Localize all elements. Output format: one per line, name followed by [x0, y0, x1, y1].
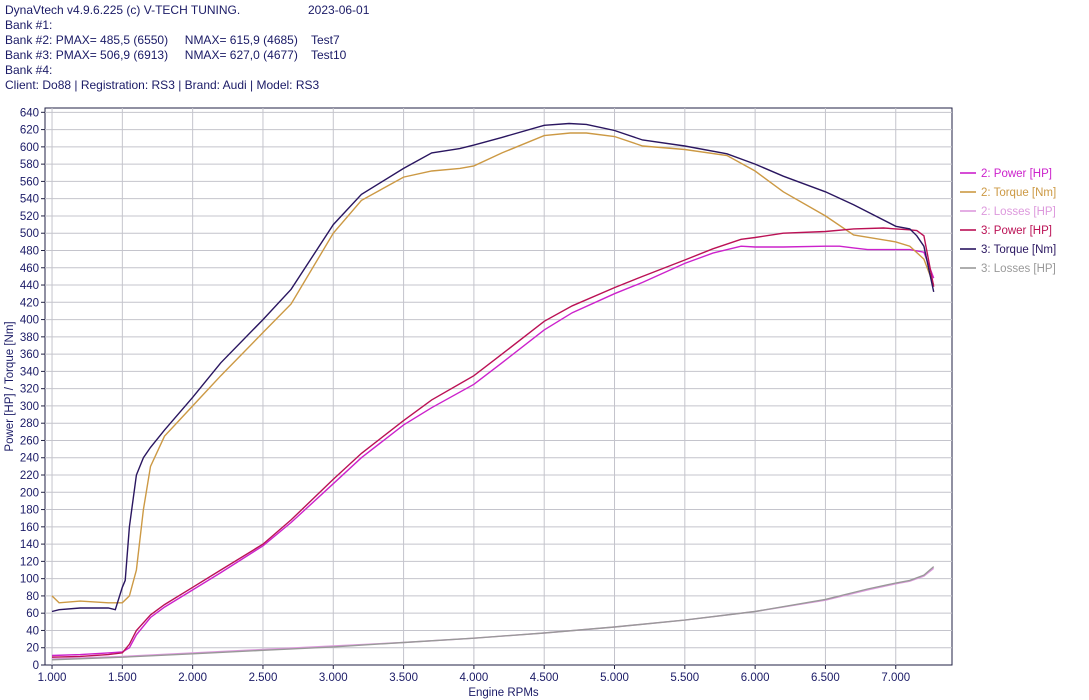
bank1-info: Bank #1: — [5, 18, 53, 32]
x-tick-label: 6.500 — [811, 672, 840, 684]
y-tick-label: 200 — [20, 487, 39, 499]
y-tick-label: 360 — [20, 349, 39, 361]
client-info: Client: Do88 | Registration: RS3 | Brand… — [5, 78, 320, 92]
y-tick-label: 420 — [20, 297, 39, 309]
y-tick-label: 340 — [20, 366, 39, 378]
legend-label: 3: Power [HP] — [981, 225, 1052, 237]
x-tick-label: 5.500 — [670, 672, 699, 684]
x-tick-label: 4.000 — [460, 672, 489, 684]
bank2-info: Bank #2: PMAX= 485,5 (6550) NMAX= 615,9 … — [5, 33, 340, 47]
y-tick-label: 20 — [26, 643, 39, 655]
y-tick-label: 300 — [20, 401, 39, 413]
y-tick-label: 0 — [33, 660, 39, 672]
series-line-6 — [51, 566, 935, 661]
series-line-4 — [51, 227, 935, 658]
x-tick-label: 3.000 — [319, 672, 348, 684]
y-axis-label: Power [HP] / Torque [Nm] — [4, 321, 16, 451]
x-tick-label: 3.500 — [389, 672, 418, 684]
x-tick-label: 1.000 — [38, 672, 67, 684]
app-title: DynaVtech v4.9.6.225 (c) V-TECH TUNING. — [5, 3, 241, 17]
legend-label: 2: Power [HP] — [981, 168, 1052, 180]
series-line-2 — [51, 132, 935, 604]
x-tick-label: 4.500 — [530, 672, 559, 684]
x-tick-label: 1.500 — [108, 672, 137, 684]
legend-label: 2: Losses [HP] — [981, 206, 1056, 218]
y-tick-label: 520 — [20, 211, 39, 223]
y-tick-label: 240 — [20, 453, 39, 465]
x-axis-label: Engine RPMs — [468, 687, 539, 699]
legend-label: 3: Losses [HP] — [981, 263, 1056, 275]
legend-label: 2: Torque [Nm] — [981, 187, 1056, 199]
y-tick-label: 620 — [20, 125, 39, 137]
bank4-info: Bank #4: — [5, 63, 53, 77]
report-date: 2023-06-01 — [308, 3, 370, 17]
y-tick-label: 380 — [20, 332, 39, 344]
legend-label: 3: Torque [Nm] — [981, 244, 1056, 256]
x-tick-label: 5.000 — [600, 672, 629, 684]
series-line-5 — [51, 122, 935, 613]
y-tick-label: 480 — [20, 245, 39, 257]
y-tick-label: 560 — [20, 176, 39, 188]
y-tick-label: 500 — [20, 228, 39, 240]
y-tick-label: 140 — [20, 539, 39, 551]
y-tick-label: 180 — [20, 505, 39, 517]
y-tick-label: 60 — [26, 608, 39, 620]
y-tick-label: 580 — [20, 159, 39, 171]
x-tick-label: 6.000 — [741, 672, 770, 684]
y-tick-label: 40 — [26, 625, 39, 637]
y-tick-label: 260 — [20, 435, 39, 447]
y-tick-label: 440 — [20, 280, 39, 292]
bank3-info: Bank #3: PMAX= 506,9 (6913) NMAX= 627,0 … — [5, 48, 347, 62]
y-tick-label: 400 — [20, 315, 39, 327]
y-tick-label: 160 — [20, 522, 39, 534]
y-tick-label: 600 — [20, 142, 39, 154]
x-tick-label: 7.000 — [881, 672, 910, 684]
y-tick-label: 280 — [20, 418, 39, 430]
y-tick-label: 320 — [20, 384, 39, 396]
y-tick-label: 100 — [20, 574, 39, 586]
y-tick-label: 80 — [26, 591, 39, 603]
x-tick-label: 2.000 — [178, 672, 207, 684]
y-tick-label: 120 — [20, 556, 39, 568]
y-tick-label: 540 — [20, 194, 39, 206]
plot-area — [44, 107, 953, 666]
y-tick-label: 460 — [20, 263, 39, 275]
x-tick-label: 2.500 — [249, 672, 278, 684]
series-line-1 — [51, 245, 935, 657]
y-tick-label: 220 — [20, 470, 39, 482]
y-tick-label: 640 — [20, 107, 39, 119]
